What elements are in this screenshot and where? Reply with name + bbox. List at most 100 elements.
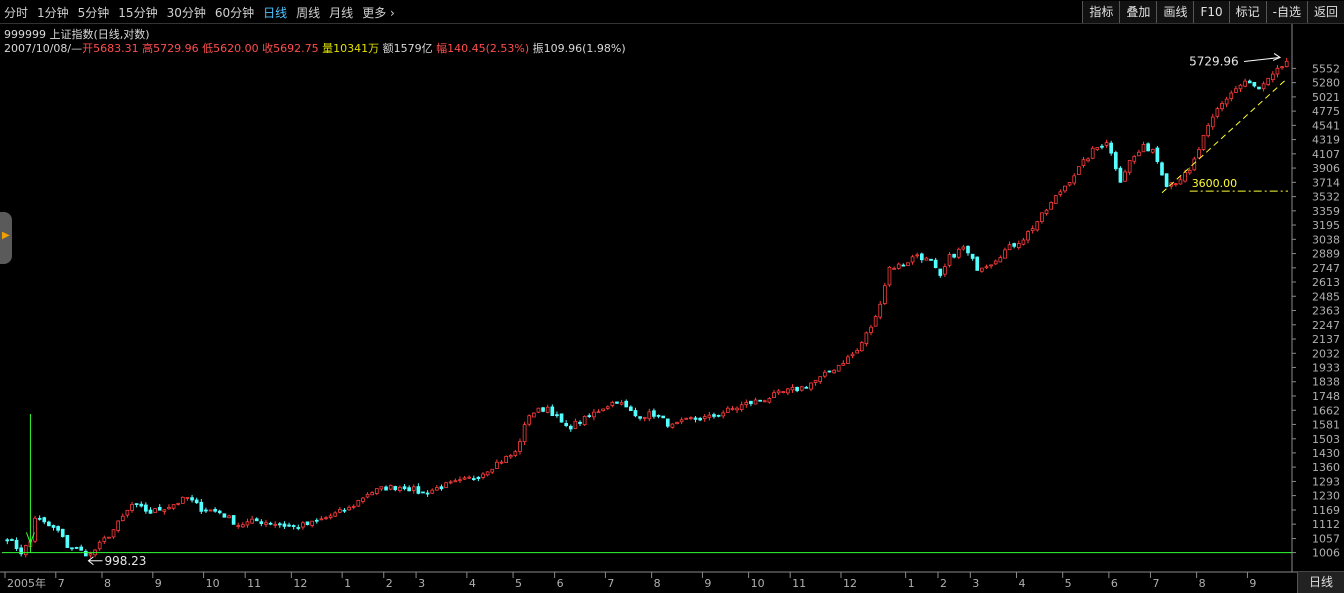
candle-body bbox=[615, 401, 619, 404]
candle bbox=[1215, 106, 1220, 119]
tab-period-60min[interactable]: 60分钟 bbox=[214, 5, 255, 20]
tab-period-fenshi[interactable]: 分时 bbox=[4, 5, 29, 20]
period-switch-button[interactable]: 日线 bbox=[1297, 572, 1344, 593]
candle bbox=[1164, 173, 1169, 188]
overlay-button[interactable]: 叠加 bbox=[1119, 1, 1157, 23]
candle bbox=[629, 405, 633, 412]
candle-body bbox=[1095, 147, 1100, 150]
candle bbox=[684, 417, 689, 420]
candle bbox=[693, 416, 698, 423]
candle bbox=[157, 504, 162, 511]
indicator-button[interactable]: 指标 bbox=[1082, 1, 1120, 23]
candle bbox=[1197, 147, 1201, 159]
remove-watchlist-button[interactable]: -自选 bbox=[1265, 1, 1307, 23]
candle-body bbox=[250, 518, 254, 524]
high-arrow-line bbox=[1244, 56, 1281, 62]
candle-body bbox=[730, 408, 735, 410]
candle-body bbox=[157, 506, 162, 511]
candle bbox=[670, 423, 675, 429]
candle bbox=[342, 508, 347, 513]
candle-body bbox=[1063, 185, 1067, 192]
candle bbox=[1104, 139, 1109, 148]
candle-body bbox=[1127, 160, 1132, 173]
price-tick-label: 1169 bbox=[1312, 504, 1340, 517]
tab-period-more[interactable]: 更多 › bbox=[362, 5, 395, 20]
candle-body bbox=[5, 539, 10, 542]
candle-body bbox=[379, 486, 384, 490]
f10-button[interactable]: F10 bbox=[1193, 1, 1229, 23]
candle-body bbox=[661, 415, 665, 419]
tab-period-weekly[interactable]: 周线 bbox=[296, 5, 321, 20]
candle-body bbox=[735, 407, 739, 411]
tab-period-5min[interactable]: 5分钟 bbox=[77, 5, 110, 20]
tab-period-30min[interactable]: 30分钟 bbox=[166, 5, 206, 20]
candle bbox=[846, 354, 850, 364]
candle-body bbox=[786, 388, 790, 394]
candle bbox=[1234, 85, 1238, 93]
candle-body bbox=[624, 400, 629, 408]
candle-body bbox=[998, 257, 1003, 263]
candle-body bbox=[1284, 60, 1289, 68]
candle-body bbox=[1238, 84, 1243, 90]
high-price-label: 5729.96 bbox=[1189, 54, 1239, 68]
candle bbox=[739, 401, 744, 412]
candle bbox=[582, 415, 587, 427]
candle-body bbox=[864, 332, 869, 344]
back-button[interactable]: 返回 bbox=[1306, 1, 1344, 23]
candle-body bbox=[462, 477, 467, 480]
candle-body bbox=[1035, 221, 1040, 231]
candle-body bbox=[1187, 170, 1192, 174]
candle bbox=[167, 504, 171, 510]
draw-line-button[interactable]: 画线 bbox=[1156, 1, 1194, 23]
candle bbox=[966, 245, 970, 256]
candle-body bbox=[56, 526, 60, 531]
open-value: 5683.31 bbox=[93, 42, 139, 55]
candle-body bbox=[776, 390, 781, 394]
candle bbox=[338, 506, 342, 514]
candle bbox=[1275, 65, 1280, 78]
candle-body bbox=[721, 412, 726, 417]
candle bbox=[1187, 167, 1192, 176]
candle-body bbox=[1206, 124, 1211, 137]
price-tick-label: 4541 bbox=[1312, 119, 1340, 132]
side-panel-handle[interactable]: ▶ bbox=[0, 212, 12, 264]
candle bbox=[33, 515, 37, 544]
candle bbox=[827, 370, 832, 373]
time-tick-label: 5 bbox=[1065, 577, 1072, 590]
candle bbox=[1146, 142, 1150, 152]
candle-body bbox=[846, 356, 850, 364]
candle bbox=[56, 525, 60, 533]
candle bbox=[896, 262, 901, 270]
candle-body bbox=[448, 481, 453, 484]
candle-body bbox=[827, 370, 832, 373]
candle-body bbox=[656, 414, 661, 417]
candle-body bbox=[933, 259, 938, 269]
candle-body bbox=[458, 479, 462, 482]
mark-button[interactable]: 标记 bbox=[1228, 1, 1266, 23]
candle-body bbox=[966, 245, 970, 254]
tab-period-monthly[interactable]: 月线 bbox=[329, 5, 354, 20]
time-tick-label: 9 bbox=[155, 577, 162, 590]
candle bbox=[370, 491, 375, 496]
candle-body bbox=[388, 484, 393, 490]
candle-body bbox=[1215, 108, 1220, 117]
price-tick-label: 3714 bbox=[1312, 176, 1340, 189]
candle-body bbox=[725, 407, 730, 413]
tab-period-1min[interactable]: 1分钟 bbox=[37, 5, 69, 20]
candle bbox=[1081, 156, 1086, 168]
candle-body bbox=[809, 382, 813, 390]
candle-body bbox=[698, 417, 702, 421]
candle-body bbox=[10, 539, 14, 541]
candle bbox=[679, 417, 684, 425]
candle-body bbox=[855, 350, 859, 354]
tab-period-15min[interactable]: 15分钟 bbox=[118, 5, 158, 20]
candle-body bbox=[217, 510, 222, 514]
candle-body bbox=[268, 522, 273, 525]
candle-body bbox=[1053, 195, 1058, 204]
candle-body bbox=[60, 528, 65, 537]
tab-period-daily[interactable]: 日线 bbox=[263, 5, 288, 20]
candle bbox=[675, 421, 679, 425]
candle-body bbox=[508, 455, 513, 458]
candle bbox=[716, 414, 721, 418]
